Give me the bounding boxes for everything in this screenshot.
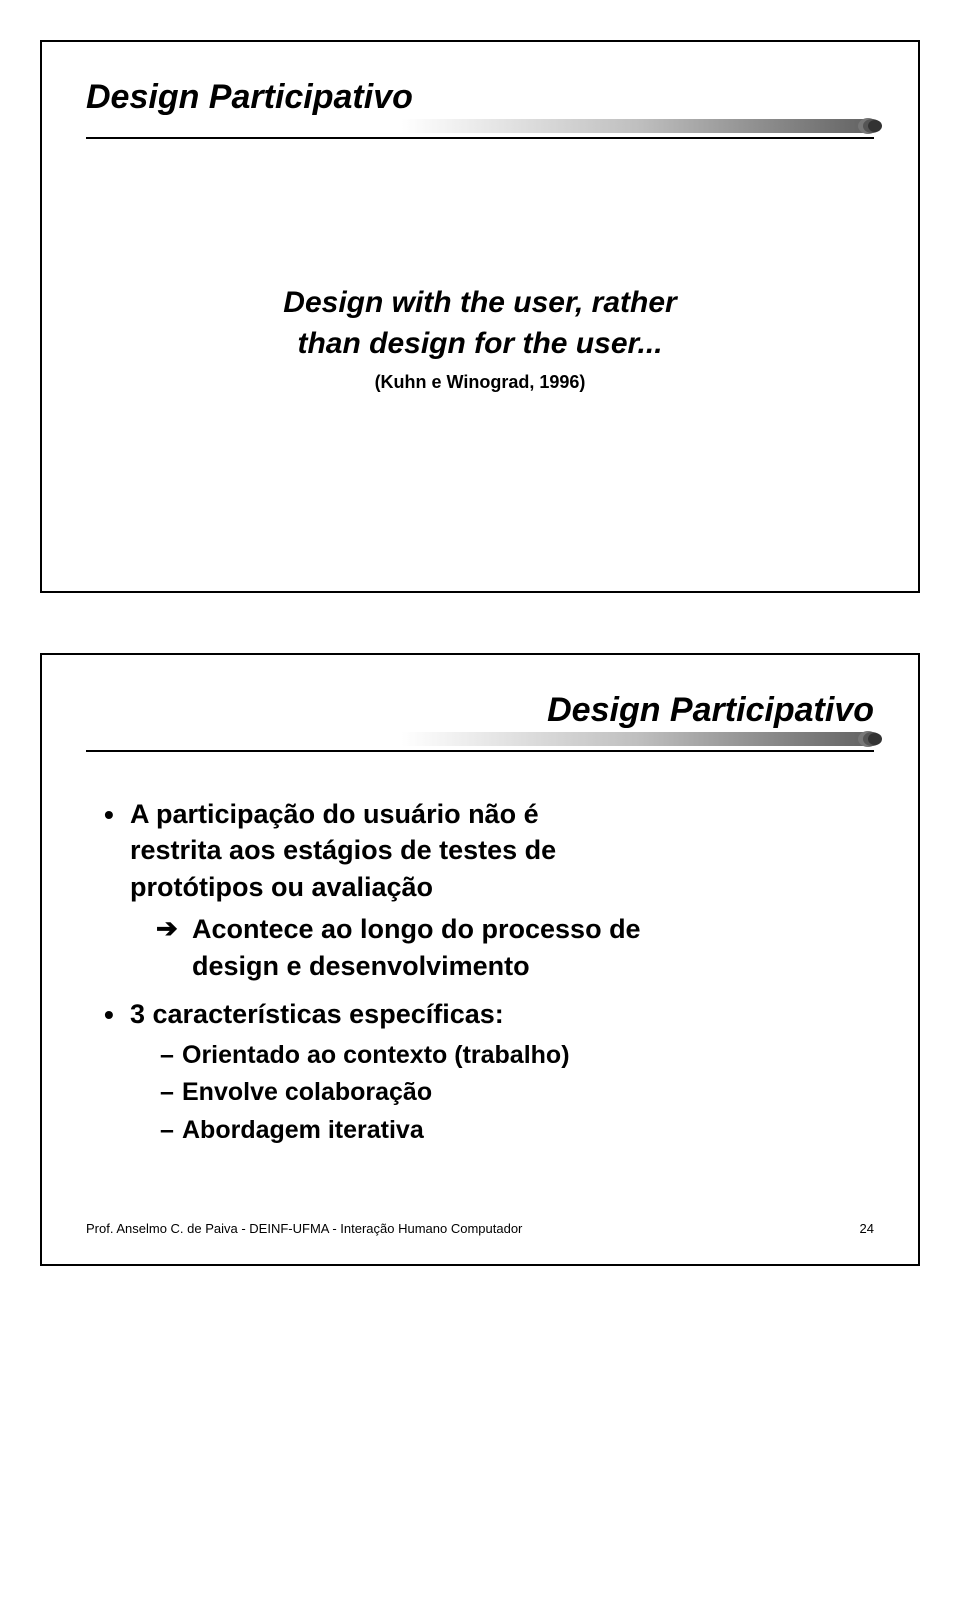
footer-left: Prof. Anselmo C. de Paiva - DEINF-UFMA -… bbox=[86, 1221, 522, 1236]
title-rule bbox=[86, 137, 874, 139]
quote-text: Design with the user, rather than design… bbox=[126, 283, 834, 364]
dash-2: Envolve colaboração bbox=[160, 1074, 864, 1112]
bullet-1-line-2: restrita aos estágios de testes de bbox=[130, 835, 556, 865]
slide-footer: Prof. Anselmo C. de Paiva - DEINF-UFMA -… bbox=[86, 1221, 874, 1236]
slide-1: Design Participativo Design with the use… bbox=[40, 40, 920, 593]
slide-2-title-wrap: Design Participativo bbox=[86, 691, 874, 752]
arrow-line-1: Acontece ao longo do processo de bbox=[192, 914, 641, 944]
title-underline-decoration bbox=[86, 111, 874, 137]
slide-2: Design Participativo A participação do u… bbox=[40, 653, 920, 1266]
bullet-1-line-1: A participação do usuário não é bbox=[130, 799, 539, 829]
quote-line-2: than design for the user... bbox=[297, 327, 662, 360]
slide-1-body: Design with the user, rather than design… bbox=[86, 163, 874, 553]
citation-text: (Kuhn e Winograd, 1996) bbox=[126, 372, 834, 393]
ellipse-tip-icon bbox=[858, 728, 886, 750]
ellipse-tip-icon bbox=[858, 115, 886, 137]
bullet-1-line-3: protótipos ou avaliação bbox=[130, 872, 433, 902]
arrow-line-2: design e desenvolvimento bbox=[192, 951, 530, 981]
dash-list: Orientado ao contexto (trabalho) Envolve… bbox=[130, 1037, 864, 1150]
bullet-2-text: 3 características específicas: bbox=[130, 999, 504, 1029]
bullet-1: A participação do usuário não é restrita… bbox=[104, 796, 864, 984]
dash-1: Orientado ao contexto (trabalho) bbox=[160, 1037, 864, 1075]
slide-2-body: A participação do usuário não é restrita… bbox=[86, 776, 874, 1171]
bullet-2: 3 características específicas: Orientado… bbox=[104, 996, 864, 1149]
bullet-list: A participação do usuário não é restrita… bbox=[96, 796, 864, 1149]
fade-bar bbox=[86, 119, 874, 133]
arrow-sub-bullet: Acontece ao longo do processo de design … bbox=[156, 911, 864, 984]
dash-3: Abordagem iterativa bbox=[160, 1112, 864, 1150]
fade-bar bbox=[86, 732, 874, 746]
title-rule bbox=[86, 750, 874, 752]
quote-line-1: Design with the user, rather bbox=[283, 286, 676, 319]
title-underline-decoration bbox=[86, 724, 874, 750]
footer-page-number: 24 bbox=[860, 1221, 874, 1236]
slide-1-title-wrap: Design Participativo bbox=[86, 78, 874, 139]
